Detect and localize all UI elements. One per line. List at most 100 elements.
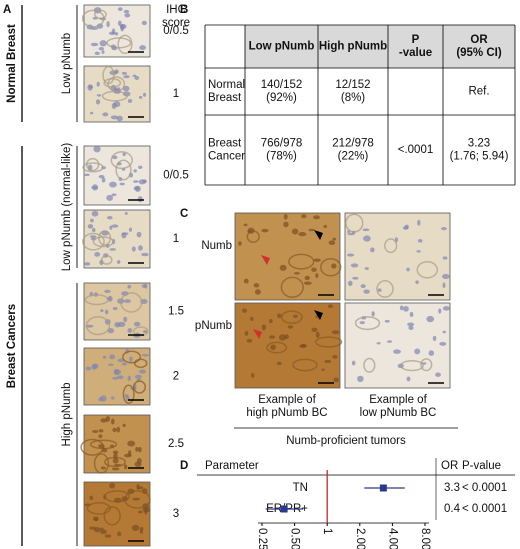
nucleus — [287, 325, 294, 329]
nucleus — [244, 330, 249, 336]
tissue-structure — [320, 258, 342, 277]
micrograph-bg — [344, 212, 451, 301]
x-tick-label: 1 — [321, 528, 333, 534]
nucleus — [101, 50, 105, 54]
x-tick-label: 8.00 — [419, 528, 431, 549]
nucleus — [331, 330, 340, 335]
nucleus — [246, 338, 253, 343]
tissue-structure — [84, 294, 109, 306]
tissue-structure — [420, 358, 433, 372]
nucleus — [117, 7, 123, 12]
nucleus — [311, 327, 318, 332]
nucleus — [141, 20, 147, 26]
nucleus — [276, 361, 282, 366]
x-tick-label: 0.50 — [289, 528, 301, 549]
tissue-structure — [82, 232, 105, 251]
nucleus — [123, 299, 131, 303]
nucleus — [122, 152, 126, 157]
row-header: Normal — [208, 79, 245, 91]
micrograph — [80, 414, 151, 474]
tissue-structure — [280, 310, 303, 324]
nucleus — [414, 348, 421, 355]
nucleus — [136, 231, 142, 238]
tissue-structure — [103, 77, 122, 88]
nucleus — [135, 446, 139, 452]
nucleus — [112, 427, 117, 433]
nucleus — [111, 418, 115, 425]
nucleus — [442, 282, 446, 289]
nucleus — [269, 318, 273, 324]
nucleus — [93, 145, 101, 153]
table-cell: (22%) — [338, 151, 369, 163]
arrowhead — [253, 329, 262, 339]
nucleus — [111, 467, 120, 471]
nucleus — [100, 418, 108, 423]
nucleus — [89, 495, 94, 501]
nucleus — [315, 331, 320, 338]
parameter-label: TN — [293, 482, 308, 494]
column-header: -value — [399, 47, 432, 59]
nucleus — [113, 101, 121, 108]
table-cell: <.0001 — [398, 144, 434, 156]
nucleus — [377, 288, 382, 292]
ihc-score: 1 — [173, 233, 179, 245]
subgroup-label: Low pNumb — [61, 33, 73, 94]
table-cell: Ref. — [468, 86, 489, 98]
nucleus — [89, 526, 96, 530]
nucleus — [110, 115, 119, 120]
nucleus — [332, 354, 338, 359]
nucleus — [124, 211, 128, 215]
column-header: OR — [470, 34, 488, 46]
nucleus — [278, 334, 287, 341]
nucleus — [269, 335, 275, 339]
nucleus — [98, 429, 104, 433]
group-label: Breast Cancers — [6, 304, 18, 388]
nucleus — [403, 306, 409, 312]
tissue-structure — [86, 502, 111, 515]
tissue-structure — [98, 230, 112, 246]
panel-label: C — [180, 208, 188, 220]
tissue-structure — [85, 157, 100, 172]
nucleus — [107, 216, 113, 220]
nucleus — [293, 272, 300, 275]
tissue-structure — [376, 280, 394, 298]
p-value: < 0.0001 — [462, 482, 507, 494]
nucleus — [363, 235, 371, 242]
nucleus — [109, 482, 116, 489]
x-tick-label: 4.00 — [386, 528, 398, 549]
nucleus — [92, 429, 99, 433]
nucleus — [106, 21, 110, 28]
column-caption: high pNumb BC — [246, 407, 327, 419]
nucleus — [136, 483, 140, 490]
tissue-structure — [280, 276, 304, 298]
nucleus — [112, 306, 118, 310]
nucleus — [359, 321, 366, 325]
nucleus — [417, 239, 423, 243]
row-header: Cancer — [208, 151, 245, 163]
nucleus — [347, 232, 355, 236]
nucleus — [100, 466, 106, 470]
or-value: 0.4 — [444, 503, 461, 515]
nucleus — [84, 173, 90, 177]
header-cell-bg — [443, 25, 515, 68]
nucleus — [104, 534, 112, 538]
nucleus — [116, 115, 123, 122]
nucleus — [116, 426, 121, 433]
nucleus — [298, 231, 307, 237]
nucleus — [415, 280, 419, 284]
nucleus — [331, 263, 337, 269]
nucleus — [104, 289, 111, 293]
column-header: High pNumb — [319, 41, 387, 53]
nucleus — [142, 92, 147, 97]
nucleus — [277, 313, 282, 319]
tissue-structure — [103, 456, 127, 468]
nucleus — [348, 280, 353, 287]
nucleus — [138, 446, 142, 453]
table-cell: 140/152 — [261, 79, 303, 91]
micrograph — [83, 481, 151, 547]
table-cell: 3.23 — [468, 138, 490, 150]
nucleus — [139, 45, 146, 51]
nucleus — [120, 25, 124, 32]
micrograph — [344, 302, 451, 389]
nucleus — [141, 353, 149, 357]
